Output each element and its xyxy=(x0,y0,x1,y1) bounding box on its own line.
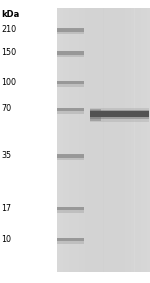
Bar xyxy=(0,0,57,283)
Bar xyxy=(90,108,148,122)
Bar xyxy=(113,8,116,272)
Bar xyxy=(57,29,84,34)
Bar xyxy=(100,8,104,272)
Bar xyxy=(57,29,84,32)
Bar xyxy=(135,8,138,272)
Bar xyxy=(131,8,135,272)
Bar xyxy=(88,8,91,272)
Bar xyxy=(94,8,97,272)
Bar xyxy=(85,8,88,272)
Bar xyxy=(141,8,144,272)
Text: 70: 70 xyxy=(2,104,12,113)
Bar xyxy=(69,8,72,272)
Text: 150: 150 xyxy=(2,48,17,57)
Bar xyxy=(90,110,148,119)
Bar xyxy=(57,207,84,213)
Text: 17: 17 xyxy=(2,203,12,213)
Bar xyxy=(57,155,84,158)
Bar xyxy=(82,8,85,272)
Bar xyxy=(107,8,110,272)
Text: 10: 10 xyxy=(2,235,12,244)
Bar xyxy=(119,8,122,272)
Bar xyxy=(57,81,84,84)
Bar xyxy=(57,238,84,241)
Bar xyxy=(116,8,119,272)
Bar xyxy=(122,8,125,272)
Bar xyxy=(57,8,150,272)
Bar xyxy=(66,8,69,272)
Bar xyxy=(57,108,84,111)
Bar xyxy=(57,108,84,113)
Bar xyxy=(57,155,84,160)
Bar xyxy=(57,51,84,57)
Text: 210: 210 xyxy=(2,25,17,34)
Bar xyxy=(138,8,141,272)
Text: kDa: kDa xyxy=(2,10,20,19)
Bar xyxy=(128,8,131,272)
Bar xyxy=(57,207,84,210)
Bar xyxy=(91,8,94,272)
Bar xyxy=(63,8,66,272)
Bar xyxy=(103,8,107,272)
Bar xyxy=(76,8,79,272)
Bar xyxy=(125,8,128,272)
Bar xyxy=(57,51,84,55)
Bar xyxy=(110,8,113,272)
Text: 35: 35 xyxy=(2,151,12,160)
Text: 100: 100 xyxy=(2,78,16,87)
Bar xyxy=(147,8,150,272)
Bar xyxy=(72,8,76,272)
Bar xyxy=(90,109,101,121)
Bar xyxy=(57,81,84,87)
Bar xyxy=(90,111,148,117)
Bar xyxy=(144,8,147,272)
Bar xyxy=(57,238,84,244)
Bar xyxy=(57,8,60,272)
Bar xyxy=(97,8,100,272)
Bar xyxy=(79,8,82,272)
Bar xyxy=(60,8,63,272)
